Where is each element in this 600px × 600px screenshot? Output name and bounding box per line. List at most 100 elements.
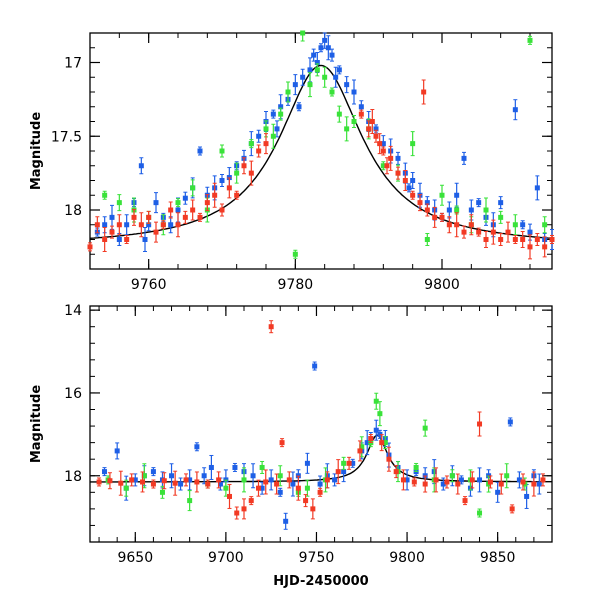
top-xtick-label: 9760 (131, 277, 167, 293)
marker (454, 192, 460, 198)
bottom-point-red (477, 411, 483, 437)
marker (487, 479, 493, 485)
top-point-red (454, 212, 460, 238)
bottom-point-red (455, 473, 461, 495)
bottom-xtick-label: 9750 (299, 550, 335, 566)
marker (368, 435, 374, 441)
marker (304, 460, 310, 466)
marker (256, 133, 262, 139)
bottom-plot-frame (89, 305, 553, 543)
top-point-red (369, 109, 375, 134)
marker (124, 237, 130, 242)
marker (527, 229, 533, 235)
bottom-model-curve (90, 434, 552, 483)
top-point-green (307, 72, 313, 98)
marker (146, 222, 152, 228)
marker (263, 126, 269, 132)
top-point-blue (520, 220, 526, 230)
top-point-green (285, 81, 291, 103)
marker (424, 200, 430, 206)
marker (520, 222, 526, 228)
bottom-point-red (310, 498, 316, 520)
marker (204, 200, 210, 206)
marker (94, 222, 100, 228)
marker (461, 229, 467, 235)
top-point-blue (476, 198, 482, 208)
top-point-blue (454, 182, 460, 208)
marker (187, 477, 193, 483)
marker (527, 244, 533, 250)
top-point-red (94, 216, 100, 234)
bottom-point-blue (458, 475, 464, 485)
top-point-red (256, 144, 262, 158)
marker (116, 200, 122, 206)
marker (527, 37, 533, 43)
marker (477, 477, 483, 483)
bottom-point-red (368, 433, 374, 443)
top-point-green (175, 198, 181, 208)
marker (102, 192, 108, 198)
marker (324, 477, 330, 483)
bottom-point-blue (516, 471, 522, 489)
marker (534, 237, 540, 242)
marker (440, 481, 446, 487)
marker (124, 222, 130, 228)
top-point-green (219, 144, 225, 158)
top-point-blue (197, 146, 203, 156)
bottom-point-red (216, 471, 222, 489)
bottom-point-blue (364, 430, 370, 456)
marker (102, 237, 108, 242)
top-point-blue (461, 151, 467, 165)
top-point-blue (270, 109, 276, 119)
bottom-point-red (248, 496, 254, 506)
top-point-red (197, 212, 203, 222)
bottom-point-red (317, 487, 323, 497)
marker (138, 222, 144, 228)
marker (307, 82, 313, 88)
bottom-point-blue (178, 477, 184, 491)
bottom-model-line (90, 434, 552, 483)
marker (140, 479, 146, 485)
bottom-point-blue (283, 512, 289, 530)
marker (512, 107, 518, 113)
bottom-ytick-label: 16 (64, 386, 82, 402)
top-point-red (380, 146, 386, 156)
top-point-blue (512, 99, 518, 121)
marker (270, 133, 276, 139)
marker (87, 244, 93, 250)
marker (454, 207, 460, 213)
marker (274, 126, 280, 132)
marker (462, 498, 468, 504)
top-point-blue (329, 48, 335, 62)
marker (410, 178, 416, 183)
marker (336, 67, 342, 73)
marker (458, 477, 464, 483)
marker (404, 477, 410, 483)
marker (116, 237, 122, 242)
top-point-red (102, 227, 108, 252)
marker (123, 485, 129, 491)
marker (373, 427, 379, 433)
marker (142, 237, 148, 242)
top-point-red (116, 214, 122, 236)
bottom-xlabel: HJD-2450000 (273, 574, 368, 589)
top-point-blue (296, 102, 302, 112)
top-point-green (322, 66, 328, 88)
top-point-red (131, 208, 137, 226)
marker (483, 237, 489, 242)
top-point-red (248, 160, 254, 186)
marker (384, 163, 390, 169)
bottom-point-red (411, 477, 417, 487)
top-point-red (527, 234, 533, 260)
marker (283, 518, 289, 524)
top-point-red (410, 190, 416, 200)
marker (141, 473, 147, 479)
marker (263, 479, 269, 485)
marker (169, 473, 175, 479)
marker (346, 460, 352, 466)
bottom-point-blue (132, 473, 138, 487)
marker (256, 148, 262, 154)
marker (194, 444, 200, 450)
top-ytick-label: 18 (64, 203, 82, 219)
marker (516, 477, 522, 483)
